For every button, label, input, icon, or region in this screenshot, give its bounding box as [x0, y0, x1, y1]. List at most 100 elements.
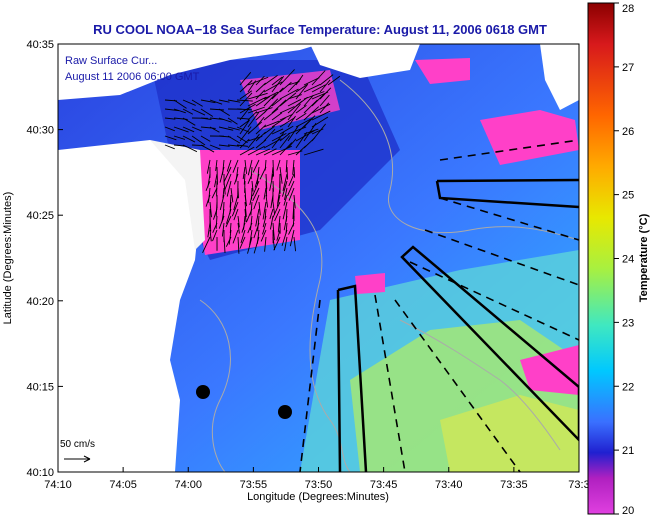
current-vector: [283, 215, 288, 231]
current-vector: [319, 79, 331, 93]
current-vector: [271, 76, 285, 93]
current-vector: [269, 173, 274, 191]
current-vector: [226, 208, 232, 224]
current-vector: [244, 194, 248, 207]
colorbar-tick-label: 28: [622, 3, 634, 15]
current-vector: [255, 75, 265, 86]
current-vector: [236, 144, 248, 147]
colorbar-tick-label: 24: [622, 254, 634, 266]
current-vector: [277, 215, 281, 233]
land-staten-island: [310, 44, 420, 78]
current-vector: [295, 83, 309, 93]
land-long-island: [58, 44, 320, 100]
current-vector: [226, 180, 232, 197]
current-vector: [287, 125, 299, 142]
x-axis: 74:10 74:05 74:00 73:55 73:50 73:45 73:40 73:35…: [44, 467, 590, 491]
cloud-patch: [520, 345, 579, 395]
current-vector: [295, 130, 315, 142]
current-vector: [227, 117, 238, 125]
current-vector: [303, 84, 321, 93]
y-tick-label: 40:30: [26, 125, 54, 137]
current-vector: [245, 208, 253, 223]
current-vector: [200, 135, 211, 142]
current-vector: [303, 106, 320, 121]
current-vector: [288, 222, 295, 235]
scale-arrow-head: [83, 455, 91, 463]
current-vector: [247, 106, 265, 114]
current-vector: [239, 138, 250, 149]
current-vectors: [164, 69, 341, 254]
current-vector: [239, 72, 252, 86]
current-vector: [250, 201, 253, 216]
cloud-patch: [240, 70, 340, 130]
current-vector: [282, 201, 288, 220]
colorbar: [587, 2, 615, 515]
scale-label: 50 cm/s: [60, 439, 95, 450]
current-vector: [215, 215, 218, 229]
current-vector: [279, 81, 292, 93]
current-vector: [253, 222, 260, 239]
current-vector: [295, 132, 308, 149]
current-vector: [215, 159, 218, 171]
current-vector: [279, 132, 291, 142]
current-vector: [247, 121, 263, 135]
current-vector: [249, 229, 253, 246]
current-vector: [200, 126, 216, 129]
current-vector: [293, 194, 296, 209]
current-vector: [223, 236, 226, 253]
current-vector: [258, 201, 261, 216]
current-vector: [173, 126, 189, 133]
current-vector: [272, 201, 276, 215]
current-vector: [287, 115, 296, 128]
current-vector: [255, 89, 266, 100]
current-vector: [209, 99, 223, 105]
current-vector: [239, 106, 251, 121]
current-vector: [209, 215, 212, 232]
current-vector: [209, 201, 212, 218]
y-tick-label: 40:35: [26, 39, 54, 51]
colorbar-tick-label: 26: [622, 126, 634, 138]
x-tick-label: 73:3: [568, 479, 589, 491]
current-vector: [205, 194, 211, 207]
current-vector: [303, 94, 314, 107]
current-vector: [264, 236, 267, 252]
current-vector: [287, 180, 295, 196]
current-vector: [271, 112, 283, 121]
current-vector: [263, 120, 280, 128]
current-vector: [271, 87, 284, 100]
map-panel: Raw Surface Cur... August 11 2006 06:00 …: [58, 44, 579, 472]
current-vector: [236, 135, 248, 144]
current-vector: [295, 112, 307, 121]
current-vector: [295, 74, 304, 86]
current-vector: [247, 112, 260, 128]
survey-lines: [299, 139, 579, 472]
current-vector: [247, 222, 253, 234]
warm-water-patch-2: [440, 395, 579, 472]
current-vector: [288, 187, 295, 201]
current-vector: [236, 99, 253, 102]
current-vector: [249, 194, 253, 206]
current-vector: [232, 229, 239, 244]
current-vector: [239, 120, 250, 135]
current-vector: [287, 126, 307, 135]
current-vector: [303, 77, 320, 86]
current-vector: [219, 166, 225, 183]
current-vector: [279, 125, 294, 135]
current-vector: [287, 138, 297, 149]
current-vector: [284, 236, 288, 252]
current-vector: [239, 119, 250, 128]
current-vector: [247, 92, 268, 100]
current-vector: [191, 135, 206, 146]
x-tick-label: 73:55: [240, 479, 268, 491]
current-vector: [311, 70, 326, 86]
current-vector: [252, 159, 260, 173]
current-vector: [279, 106, 295, 114]
current-vector: [249, 215, 253, 231]
current-vector: [279, 117, 296, 128]
colorbar-tick-label: 25: [622, 190, 634, 202]
current-vector: [244, 208, 247, 223]
current-vector: [227, 126, 240, 131]
current-vector: [286, 166, 289, 180]
current-vector: [271, 76, 283, 86]
